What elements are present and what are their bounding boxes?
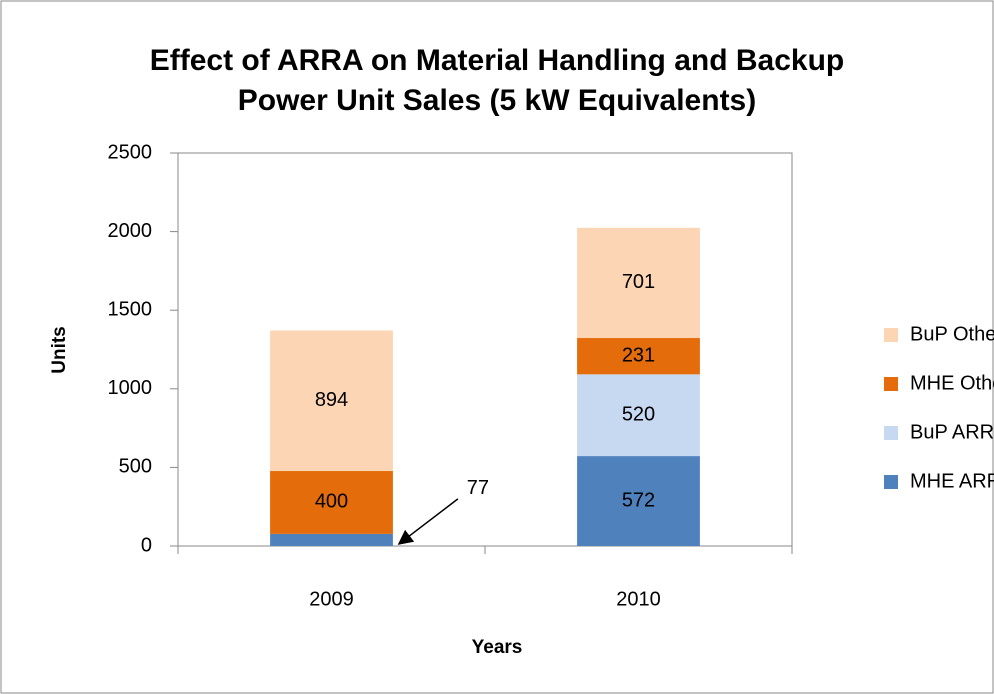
y-tick-label: 1500 — [108, 298, 153, 320]
x-tick-label: 2010 — [616, 588, 661, 610]
y-tick-label: 2000 — [108, 220, 153, 242]
data-label: 520 — [622, 403, 655, 425]
y-tick-label: 500 — [119, 456, 152, 478]
bar-segment — [577, 338, 700, 375]
data-label: 231 — [622, 344, 655, 366]
legend-label: MHE Other — [910, 372, 994, 394]
legend-label: MHE ARRA — [910, 470, 994, 492]
legend-swatch — [884, 475, 898, 489]
data-label: 572 — [622, 489, 655, 511]
x-axis-title: Years — [472, 637, 523, 658]
chart-title: Effect of ARRA on Material Handling and … — [150, 44, 845, 77]
bar-segment — [577, 227, 700, 339]
legend-swatch — [884, 426, 898, 440]
legend-swatch — [884, 328, 898, 342]
y-axis-title: Units — [49, 326, 70, 374]
chart-title: Power Unit Sales (5 kW Equivalents) — [238, 84, 756, 117]
bar-segment — [270, 330, 393, 472]
data-label: 894 — [315, 389, 348, 411]
bar-segment — [577, 456, 700, 546]
data-label: 77 — [467, 477, 489, 499]
bar-segment — [270, 471, 393, 534]
data-label: 701 — [622, 271, 655, 293]
x-tick-label: 2009 — [309, 588, 354, 610]
bar-segment — [270, 533, 393, 546]
y-tick-label: 1000 — [108, 377, 153, 399]
y-tick-label: 2500 — [108, 141, 153, 163]
legend-label: BuP Other — [910, 323, 994, 345]
y-tick-label: 0 — [141, 534, 152, 556]
data-label: 400 — [315, 491, 348, 513]
bar-segment — [577, 374, 700, 457]
legend-label: BuP ARRA — [910, 421, 994, 443]
annotation-arrow — [397, 498, 459, 545]
legend-swatch — [884, 377, 898, 391]
